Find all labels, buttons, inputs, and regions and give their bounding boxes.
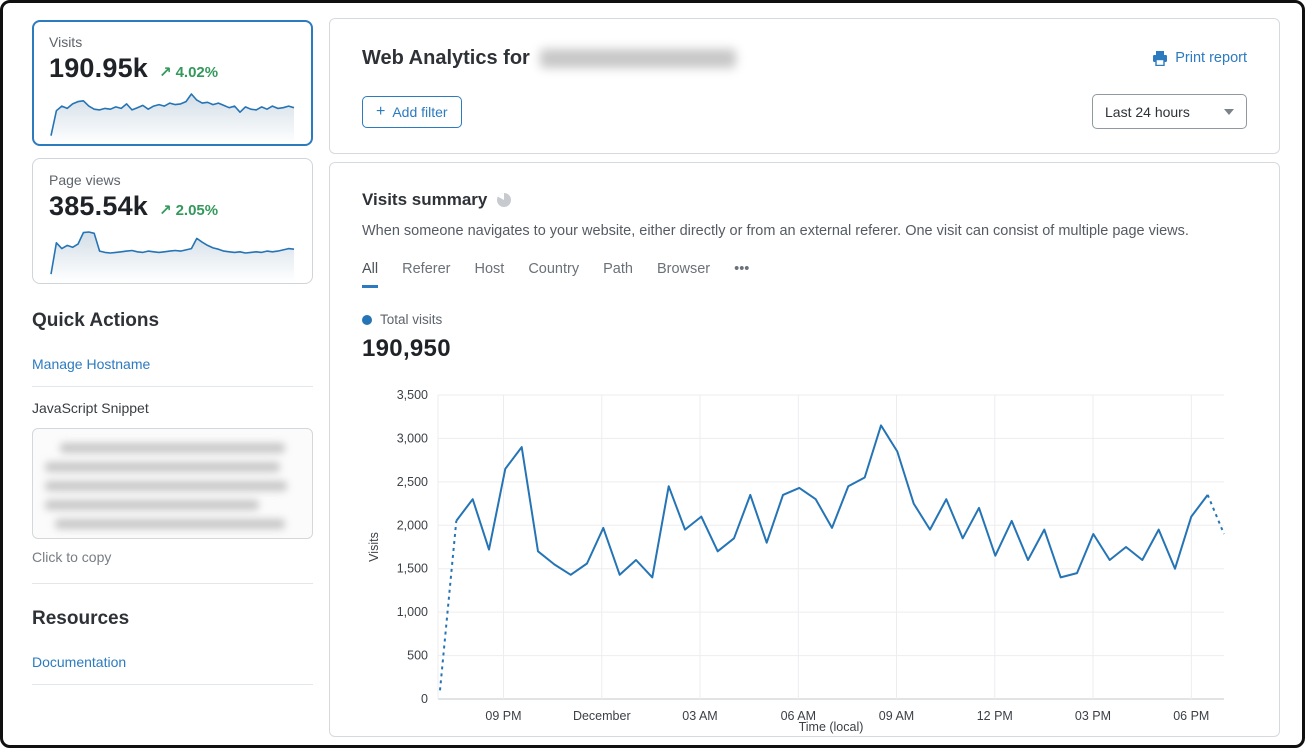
svg-text:2,500: 2,500 bbox=[397, 475, 428, 489]
summary-tabs: All Referer Host Country Path Browser ••… bbox=[362, 261, 1247, 288]
svg-text:09 AM: 09 AM bbox=[879, 709, 914, 723]
svg-text:December: December bbox=[573, 709, 631, 723]
plus-icon: + bbox=[376, 102, 386, 120]
svg-text:03 PM: 03 PM bbox=[1075, 709, 1111, 723]
chart-legend: Total visits bbox=[362, 312, 1247, 327]
stat-card-visits-delta: ↗ 4.02% bbox=[159, 64, 219, 81]
svg-text:0: 0 bbox=[421, 692, 428, 706]
svg-text:03 AM: 03 AM bbox=[682, 709, 717, 723]
tab-country[interactable]: Country bbox=[528, 261, 580, 277]
time-range-select[interactable]: Last 24 hours bbox=[1092, 94, 1247, 129]
stat-card-pageviews-delta: ↗ 2.05% bbox=[159, 202, 219, 219]
trend-up-icon: ↗ bbox=[159, 64, 172, 81]
header-card: Web Analytics for Print report + Add fil… bbox=[329, 18, 1280, 154]
redacted-code-line bbox=[55, 519, 285, 529]
documentation-link[interactable]: Documentation bbox=[32, 654, 127, 670]
svg-text:Visits: Visits bbox=[367, 532, 381, 562]
visits-summary-description: When someone navigates to your website, … bbox=[362, 223, 1189, 239]
redacted-code-line bbox=[60, 443, 285, 453]
trend-up-icon: ↗ bbox=[159, 202, 172, 219]
tab-referer[interactable]: Referer bbox=[402, 261, 451, 277]
javascript-snippet-code-redacted[interactable] bbox=[32, 428, 313, 539]
svg-text:1,500: 1,500 bbox=[397, 562, 428, 576]
divider bbox=[32, 386, 313, 387]
pageviews-sparkline bbox=[50, 231, 295, 282]
svg-text:3,500: 3,500 bbox=[397, 388, 428, 402]
print-report-link[interactable]: Print report bbox=[1152, 50, 1247, 66]
pie-chart-icon bbox=[497, 193, 512, 207]
printer-icon bbox=[1153, 50, 1168, 66]
redacted-code-line bbox=[45, 500, 260, 510]
tab-all[interactable]: All bbox=[362, 261, 379, 288]
visits-line-chart: 0 500 1,000 1,500 2,000 2,500 3,000 3,500 09 PM D… bbox=[367, 388, 1225, 734]
stat-card-visits[interactable]: Visits 190.95k ↗ 4.02% bbox=[32, 20, 313, 146]
divider bbox=[32, 583, 313, 584]
redacted-code-line bbox=[45, 481, 288, 491]
visits-sparkline bbox=[50, 93, 295, 144]
manage-hostname-link[interactable]: Manage Hostname bbox=[32, 356, 151, 372]
stat-card-pageviews-value: 385.54k bbox=[49, 191, 148, 221]
tab-path[interactable]: Path bbox=[603, 261, 633, 277]
svg-text:1,000: 1,000 bbox=[397, 605, 428, 619]
svg-text:Time (local): Time (local) bbox=[799, 720, 864, 734]
tab-more-options[interactable]: ••• bbox=[734, 261, 750, 277]
page-title: Web Analytics for bbox=[362, 47, 736, 70]
main-panel: Web Analytics for Print report + Add fil… bbox=[329, 18, 1280, 737]
redacted-code-line bbox=[45, 462, 280, 472]
tab-host[interactable]: Host bbox=[474, 261, 505, 277]
stat-card-pageviews-label: Page views bbox=[49, 172, 121, 188]
chevron-down-icon bbox=[1224, 108, 1234, 115]
sidebar: Visits 190.95k ↗ 4.02% Page views 385.54… bbox=[32, 20, 313, 685]
total-visits-value: 190,950 bbox=[362, 335, 451, 362]
svg-text:3,000: 3,000 bbox=[397, 431, 428, 445]
svg-text:09 PM: 09 PM bbox=[485, 709, 521, 723]
svg-text:06 PM: 06 PM bbox=[1173, 709, 1209, 723]
legend-dot-icon bbox=[362, 314, 372, 325]
click-to-copy-hint: Click to copy bbox=[32, 549, 112, 565]
site-domain-redacted bbox=[539, 49, 736, 68]
stat-card-visits-label: Visits bbox=[49, 34, 83, 50]
svg-text:500: 500 bbox=[407, 649, 428, 663]
visits-chart-container: 0 500 1,000 1,500 2,000 2,500 3,000 3,500 09 PM D… bbox=[362, 381, 1247, 740]
svg-text:2,000: 2,000 bbox=[397, 518, 428, 532]
svg-text:06 AM: 06 AM bbox=[781, 709, 816, 723]
svg-text:12 PM: 12 PM bbox=[977, 709, 1013, 723]
visits-summary-card: Visits summary When someone navigates to… bbox=[329, 162, 1280, 737]
resources-heading: Resources bbox=[32, 608, 130, 629]
visits-summary-title: Visits summary bbox=[362, 190, 488, 209]
javascript-snippet-label: JavaScript Snippet bbox=[32, 400, 149, 416]
stat-card-pageviews[interactable]: Page views 385.54k ↗ 2.05% bbox=[32, 158, 313, 284]
add-filter-button[interactable]: + Add filter bbox=[362, 95, 462, 128]
legend-label: Total visits bbox=[380, 312, 443, 327]
divider bbox=[32, 684, 313, 685]
quick-actions-heading: Quick Actions bbox=[32, 310, 160, 331]
stat-card-visits-value: 190.95k bbox=[49, 53, 148, 83]
tab-browser[interactable]: Browser bbox=[656, 261, 711, 277]
